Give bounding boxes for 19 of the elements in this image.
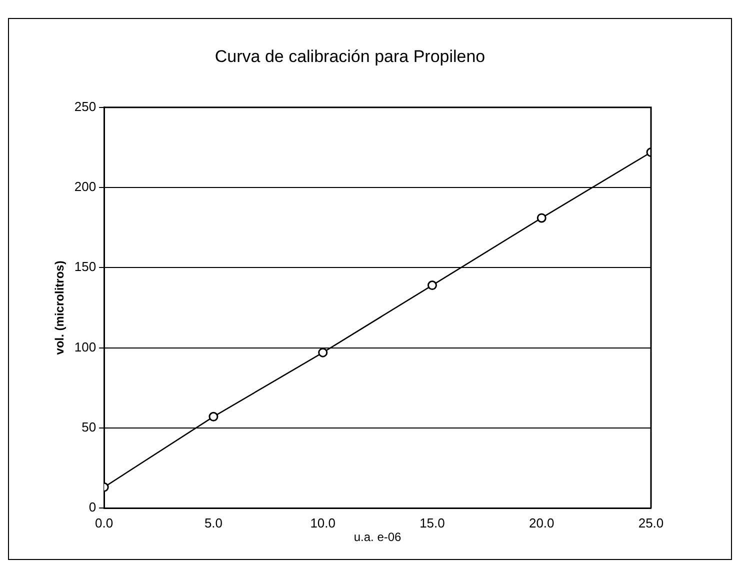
y-tick-label: 50 xyxy=(82,419,96,434)
x-tick-label: 0.0 xyxy=(95,515,114,530)
x-axis-title: u.a. e-06 xyxy=(354,530,402,544)
point xyxy=(208,412,218,422)
point xyxy=(318,348,328,358)
x-tick-label: 5.0 xyxy=(204,515,223,530)
y-tick-label: 150 xyxy=(74,259,96,274)
chart-title: Curva de calibración para Propileno xyxy=(214,46,486,66)
y-tick-label: 250 xyxy=(74,98,96,114)
x-tick-label: 15.0 xyxy=(420,515,445,530)
x-tick-label: 20.0 xyxy=(528,515,554,530)
x-tick-label: 10.0 xyxy=(310,515,336,530)
point xyxy=(536,213,546,223)
x-tick-label: 25.0 xyxy=(638,515,664,530)
y-tick-label: 0 xyxy=(88,500,96,515)
y-tick-label: 200 xyxy=(74,179,96,194)
y-axis-title: vol. (microlitros) xyxy=(52,260,67,355)
point xyxy=(427,280,437,290)
y-tick-label: 100 xyxy=(74,339,96,354)
